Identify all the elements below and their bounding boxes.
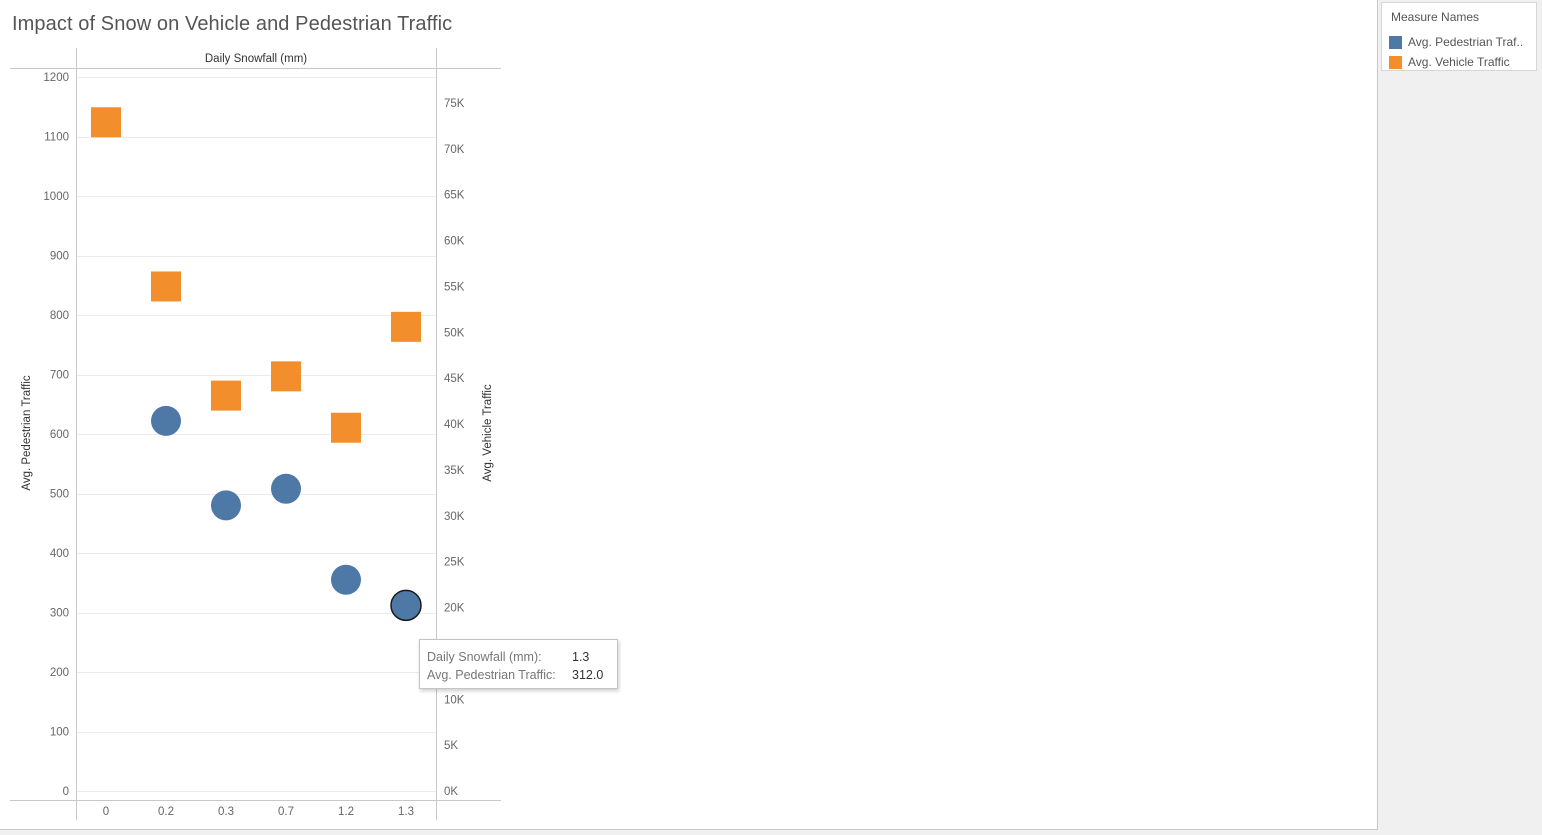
legend-label-vehicle: Avg. Vehicle Traffic bbox=[1408, 55, 1510, 69]
left-axis-title: Avg. Pedestrian Traffic bbox=[21, 375, 33, 491]
legend-swatch-pedestrian bbox=[1389, 35, 1402, 49]
left-tick-label: 400 bbox=[50, 548, 69, 560]
dashboard-canvas: Impact of Snow on Vehicle and Pedestrian… bbox=[0, 0, 1378, 830]
x-axis-title: Daily Snowfall (mm) bbox=[205, 53, 307, 65]
x-tick-label: 0.7 bbox=[278, 806, 294, 818]
x-tick-label: 0.2 bbox=[158, 806, 174, 818]
left-tick-label: 1100 bbox=[44, 132, 69, 144]
left-tick-label: 300 bbox=[50, 608, 69, 620]
right-tick-label: 20K bbox=[444, 603, 465, 615]
right-axis-title: Avg. Vehicle Traffic bbox=[482, 384, 494, 482]
right-tick-label: 60K bbox=[444, 236, 465, 248]
right-tick-label: 5K bbox=[444, 740, 458, 752]
legend-item-vehicle[interactable]: Avg. Vehicle Traffic bbox=[1389, 54, 1535, 70]
vehicle-point[interactable] bbox=[331, 412, 361, 443]
vehicle-point[interactable] bbox=[151, 271, 181, 302]
x-tick-label: 0 bbox=[103, 806, 109, 818]
right-tick-label: 55K bbox=[444, 281, 465, 293]
left-tick-label: 0 bbox=[63, 786, 69, 798]
legend-swatch-vehicle bbox=[1389, 55, 1402, 69]
tooltip-row-pedestrian: Avg. Pedestrian Traffic: 312.0 bbox=[427, 666, 617, 684]
left-tick-label: 900 bbox=[50, 251, 69, 263]
tooltip-key-snowfall: Daily Snowfall (mm): bbox=[427, 650, 542, 664]
right-tick-label: 10K bbox=[444, 694, 465, 706]
right-tick-label: 30K bbox=[444, 511, 465, 523]
chart-title: Impact of Snow on Vehicle and Pedestrian… bbox=[12, 13, 453, 35]
pedestrian-point[interactable] bbox=[211, 490, 241, 521]
left-tick-label: 1000 bbox=[43, 191, 69, 203]
axes: Daily Snowfall (mm) 0 0.2 0.3 0.7 1.2 1.3 0 100 2… bbox=[10, 48, 501, 820]
pedestrian-point[interactable] bbox=[331, 564, 361, 595]
pedestrian-point[interactable] bbox=[271, 473, 301, 504]
right-tick-label: 65K bbox=[444, 190, 465, 202]
vehicle-point[interactable] bbox=[271, 361, 301, 392]
data-marks[interactable] bbox=[91, 107, 422, 622]
x-tick-label: 1.3 bbox=[398, 806, 414, 818]
right-tick-label: 75K bbox=[444, 98, 465, 110]
tooltip-key-pedestrian: Avg. Pedestrian Traffic: bbox=[427, 668, 556, 682]
tooltip: Daily Snowfall (mm): 1.3 Avg. Pedestrian… bbox=[419, 639, 618, 689]
scatter-chart[interactable]: Daily Snowfall (mm) 0 0.2 0.3 0.7 1.2 1.3 0 100 2… bbox=[0, 0, 1378, 830]
pedestrian-point-highlighted[interactable] bbox=[390, 589, 422, 622]
tooltip-value-snowfall: 1.3 bbox=[572, 650, 590, 664]
x-tick-label: 1.2 bbox=[338, 806, 354, 818]
left-tick-label: 600 bbox=[50, 429, 69, 441]
right-tick-label: 40K bbox=[444, 419, 465, 431]
vehicle-point[interactable] bbox=[91, 107, 121, 138]
right-tick-label: 35K bbox=[444, 465, 465, 477]
left-tick-label: 500 bbox=[50, 489, 69, 501]
legend-label-pedestrian: Avg. Pedestrian Traf.. bbox=[1408, 35, 1524, 49]
right-tick-label: 70K bbox=[444, 144, 465, 156]
vehicle-point[interactable] bbox=[391, 311, 421, 342]
right-tick-label: 0K bbox=[444, 786, 458, 798]
left-tick-label: 1200 bbox=[43, 72, 69, 84]
vehicle-point[interactable] bbox=[211, 380, 241, 411]
legend-title: Measure Names bbox=[1391, 10, 1480, 24]
left-tick-label: 800 bbox=[50, 310, 69, 322]
legend-item-pedestrian[interactable]: Avg. Pedestrian Traf.. bbox=[1389, 34, 1535, 50]
tooltip-row-snowfall: Daily Snowfall (mm): 1.3 bbox=[427, 648, 617, 666]
pedestrian-point[interactable] bbox=[151, 405, 181, 436]
left-tick-label: 700 bbox=[50, 370, 69, 382]
right-tick-label: 25K bbox=[444, 557, 465, 569]
left-tick-label: 100 bbox=[50, 727, 69, 739]
tooltip-value-pedestrian: 312.0 bbox=[572, 668, 604, 682]
right-tick-label: 45K bbox=[444, 373, 465, 385]
left-tick-label: 200 bbox=[50, 667, 69, 679]
x-tick-label: 0.3 bbox=[218, 806, 234, 818]
right-tick-label: 50K bbox=[444, 327, 465, 339]
gridlines bbox=[76, 77, 436, 792]
legend[interactable]: Measure Names Avg. Pedestrian Traf.. Avg… bbox=[1381, 2, 1537, 71]
